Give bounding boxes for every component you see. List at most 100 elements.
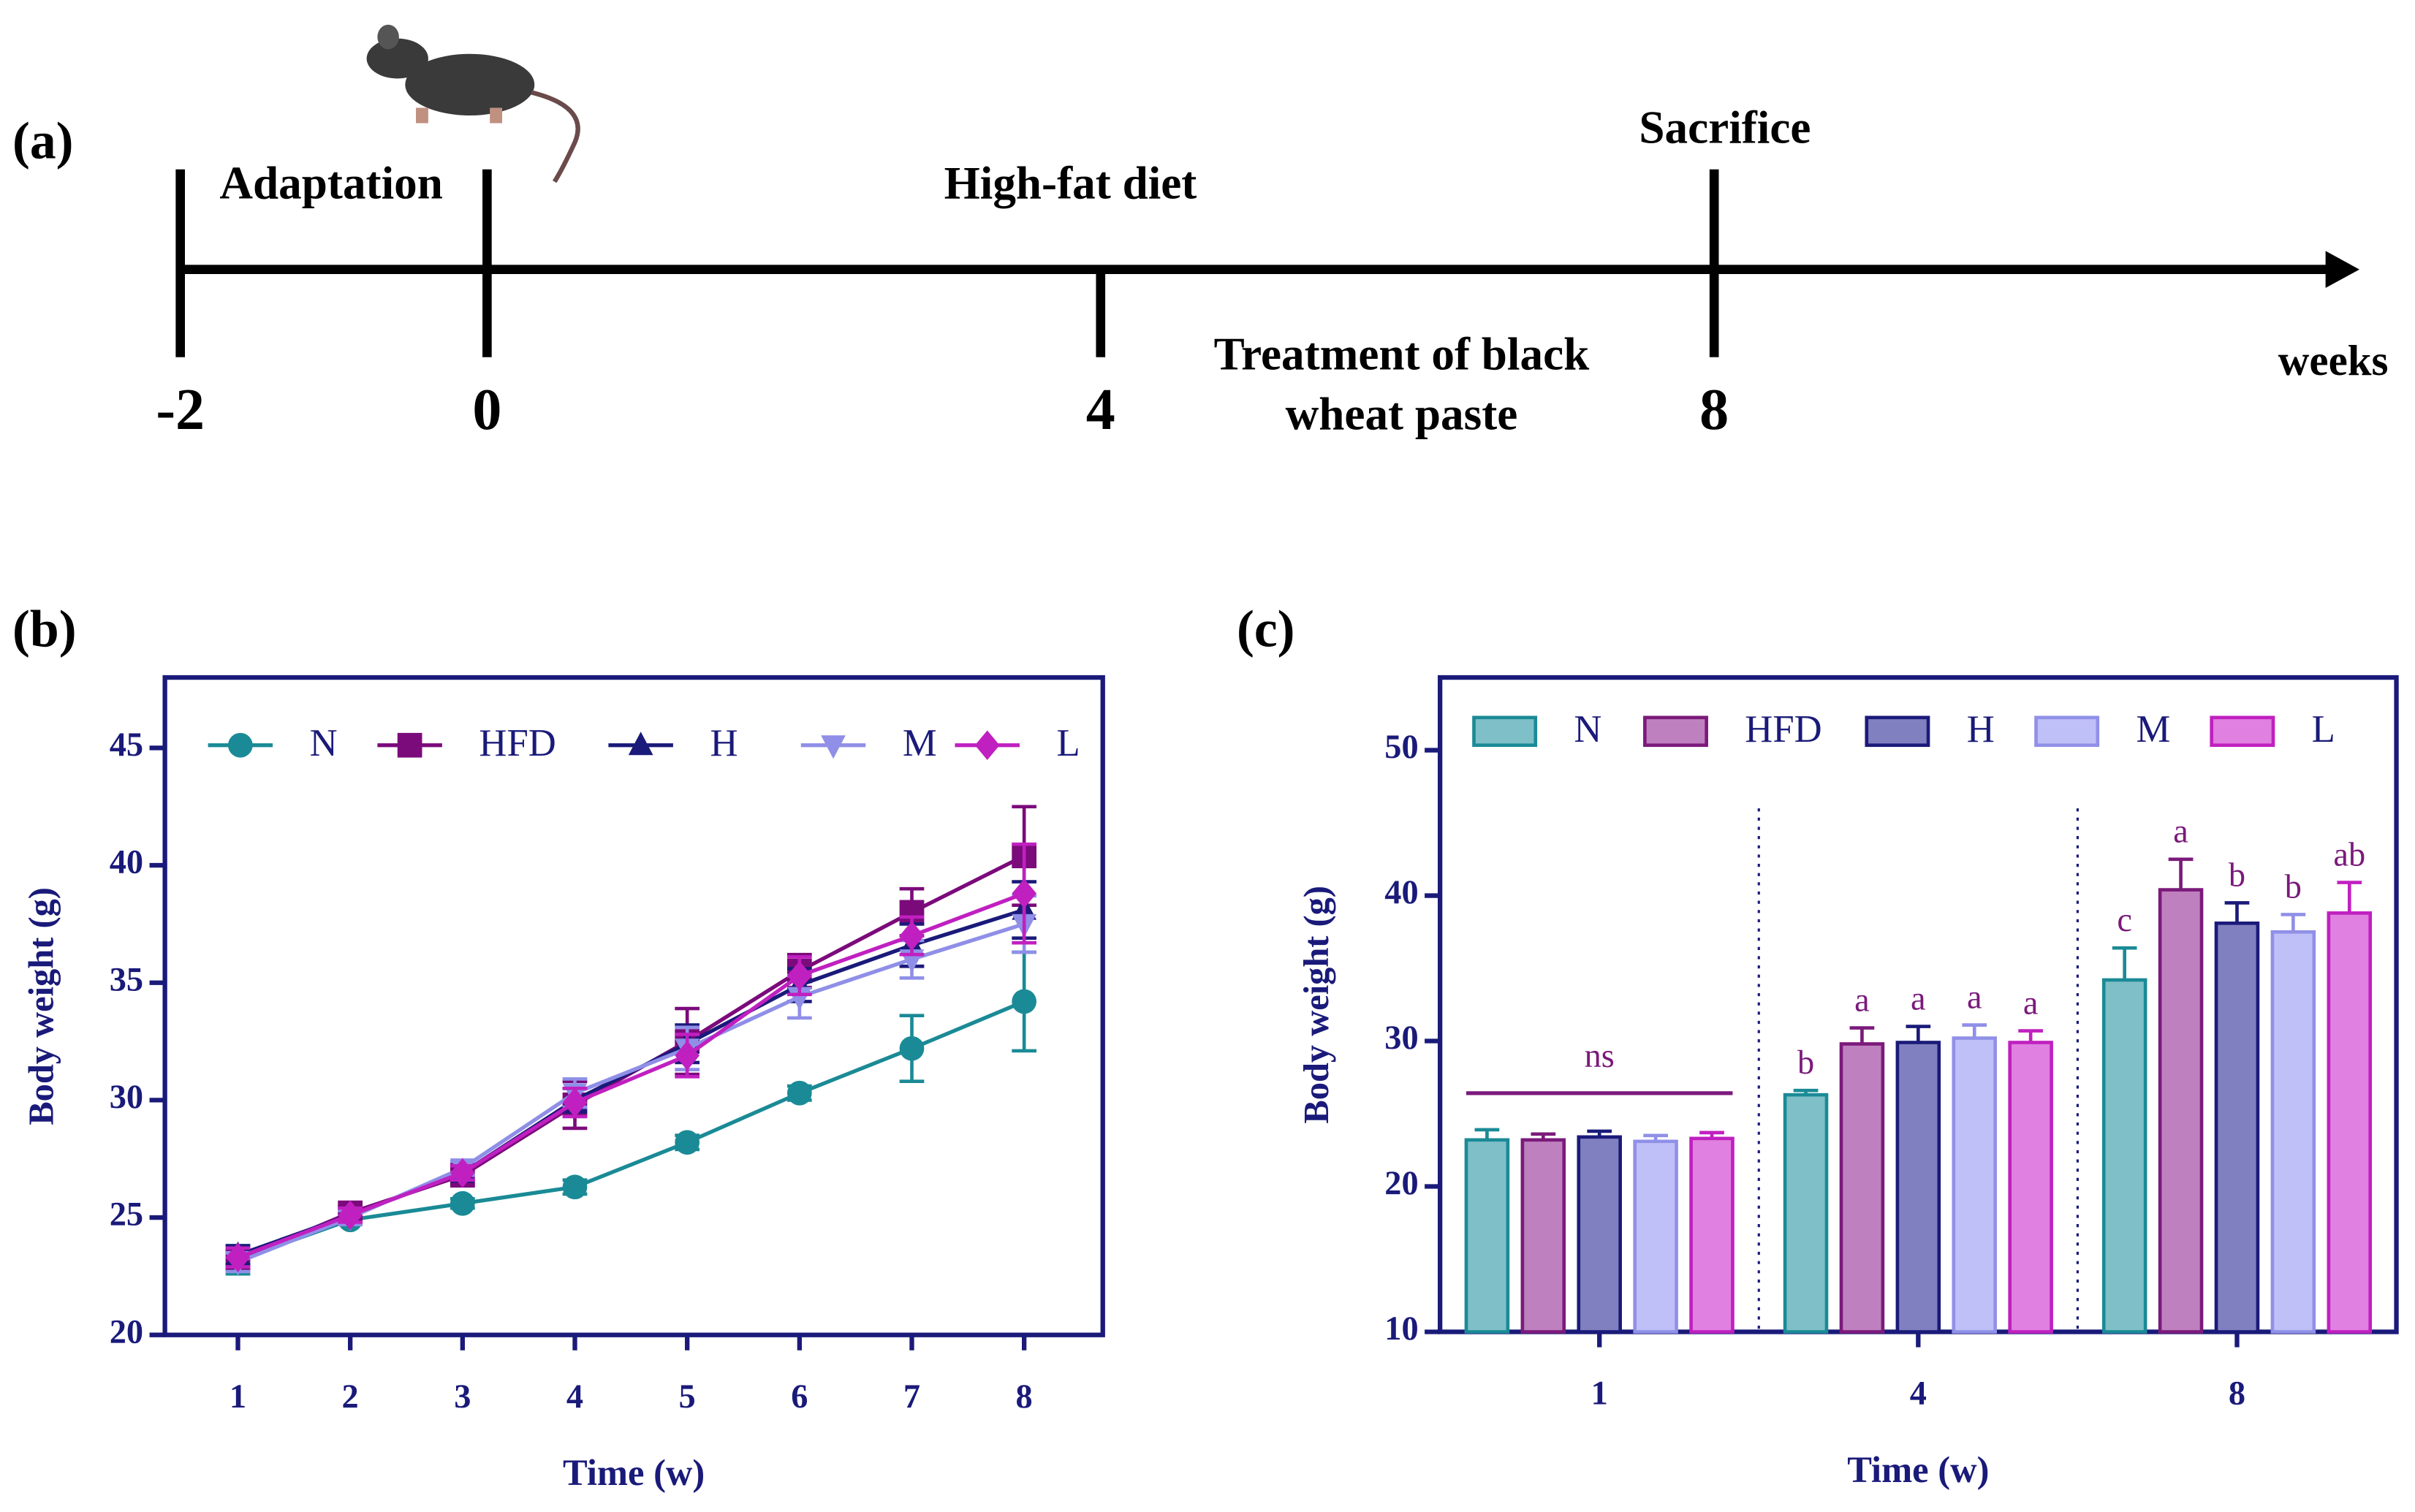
legend-swatch (1472, 715, 1538, 748)
marker (562, 1087, 588, 1117)
marker (899, 1036, 925, 1061)
legend-marker (974, 730, 1000, 760)
marker (1012, 878, 1037, 908)
error-bar (2112, 946, 2137, 980)
marker (338, 1200, 363, 1231)
y-tick-label: 45 (110, 726, 143, 764)
bar (2158, 888, 2204, 1334)
phase-label: Sacrifice (1639, 102, 1811, 153)
y-tick-label: 30 (1384, 1019, 1418, 1057)
y-tick-label: 40 (1384, 874, 1418, 911)
x-tick-label: 1 (230, 1378, 246, 1416)
x-tick-label: 8 (2229, 1375, 2245, 1413)
marker (786, 1080, 812, 1106)
x-tick-label: 4 (566, 1378, 583, 1416)
legend-marker (628, 732, 653, 756)
bar (1689, 1136, 1735, 1334)
significance-letter: a (2173, 813, 2188, 851)
legend-swatch (1865, 715, 1930, 748)
legend-label: H (1967, 708, 1995, 751)
marker (899, 921, 925, 951)
y-tick-label: 30 (110, 1079, 143, 1116)
x-tick-label: 8 (1016, 1378, 1033, 1416)
marker (786, 960, 812, 991)
panel-label: (b) (12, 600, 77, 658)
y-tick-label: 50 (1384, 729, 1418, 766)
marker (450, 1190, 475, 1216)
marker (562, 1174, 588, 1200)
marker (1012, 989, 1037, 1014)
timeline-unit: weeks (2278, 336, 2389, 384)
error-bar (2168, 857, 2194, 890)
plot-frame (162, 675, 1105, 1337)
legend-label: N (1574, 708, 1601, 751)
panel-label: (c) (1237, 600, 1295, 658)
legend-label: N (310, 722, 338, 764)
marker (225, 1242, 251, 1272)
phase-label: Adaptation (219, 158, 442, 209)
bar (1895, 1041, 1941, 1334)
bar (1464, 1138, 1510, 1334)
y-tick-label: 10 (1384, 1310, 1418, 1348)
y-tick-label: 35 (110, 961, 143, 998)
significance-letter: c (2117, 902, 2132, 939)
bar (1633, 1139, 1678, 1334)
significance-letter: b (1797, 1044, 1814, 1082)
marker (675, 1130, 700, 1155)
phase-label: High-fat diet (944, 158, 1197, 209)
y-axis-title: Body weight (g) (1297, 886, 1336, 1124)
legend-swatch (2210, 715, 2275, 748)
timeline-tick-label: 4 (1086, 378, 1115, 442)
bar (2008, 1041, 2053, 1334)
bar (2327, 911, 2373, 1334)
legend-label: M (903, 722, 937, 764)
significance-letter: a (2023, 985, 2039, 1022)
error-bar (2281, 913, 2306, 932)
treatment-label: Treatment of black (1214, 328, 1590, 379)
error-bar (2337, 881, 2362, 913)
significance-letter: b (2229, 856, 2245, 894)
x-tick-label: 2 (342, 1378, 359, 1416)
legend-marker (821, 735, 846, 759)
error-bar (1962, 1023, 1987, 1038)
bar (2270, 930, 2316, 1334)
mouse-icon (366, 24, 580, 183)
error-bar (2224, 901, 2250, 924)
legend-swatch (2034, 715, 2100, 748)
bar (1783, 1093, 1829, 1334)
x-tick-label: 6 (791, 1378, 808, 1416)
x-tick-label: 4 (1910, 1375, 1927, 1413)
panel-label: (a) (12, 113, 74, 170)
significance-letter: a (1854, 982, 1870, 1019)
x-axis-title: Time (w) (1847, 1449, 1989, 1490)
series-line (237, 1000, 1025, 1262)
timeline-tick-label: 8 (1699, 378, 1729, 442)
bar (1577, 1135, 1622, 1334)
legend-label: H (710, 722, 738, 764)
treatment-label: wheat paste (1286, 389, 1518, 440)
series-line (237, 892, 1025, 1260)
significance-letter: ab (2333, 837, 2365, 874)
legend-label: M (2136, 708, 2170, 751)
y-tick-label: 20 (110, 1313, 143, 1350)
timeline-tick-label: -2 (156, 378, 205, 442)
y-tick-label: 40 (110, 844, 143, 881)
error-bar (1906, 1025, 1931, 1043)
significance-letter: a (1967, 979, 1982, 1017)
y-tick-label: 25 (110, 1196, 143, 1234)
y-tick-label: 20 (1384, 1165, 1418, 1202)
bar (2101, 978, 2147, 1334)
significance-letter: a (1911, 981, 1926, 1018)
legend-label: HFD (479, 722, 556, 764)
timeline-tick-label: 0 (472, 378, 501, 442)
bar (1952, 1036, 1998, 1334)
marker (450, 1158, 475, 1188)
timeline-arrow (2325, 251, 2359, 288)
x-tick-label: 5 (679, 1378, 696, 1416)
bar (1520, 1138, 1566, 1334)
group-annotation: ns (1585, 1038, 1615, 1075)
x-tick-label: 7 (903, 1378, 920, 1416)
error-bar (2018, 1029, 2044, 1043)
